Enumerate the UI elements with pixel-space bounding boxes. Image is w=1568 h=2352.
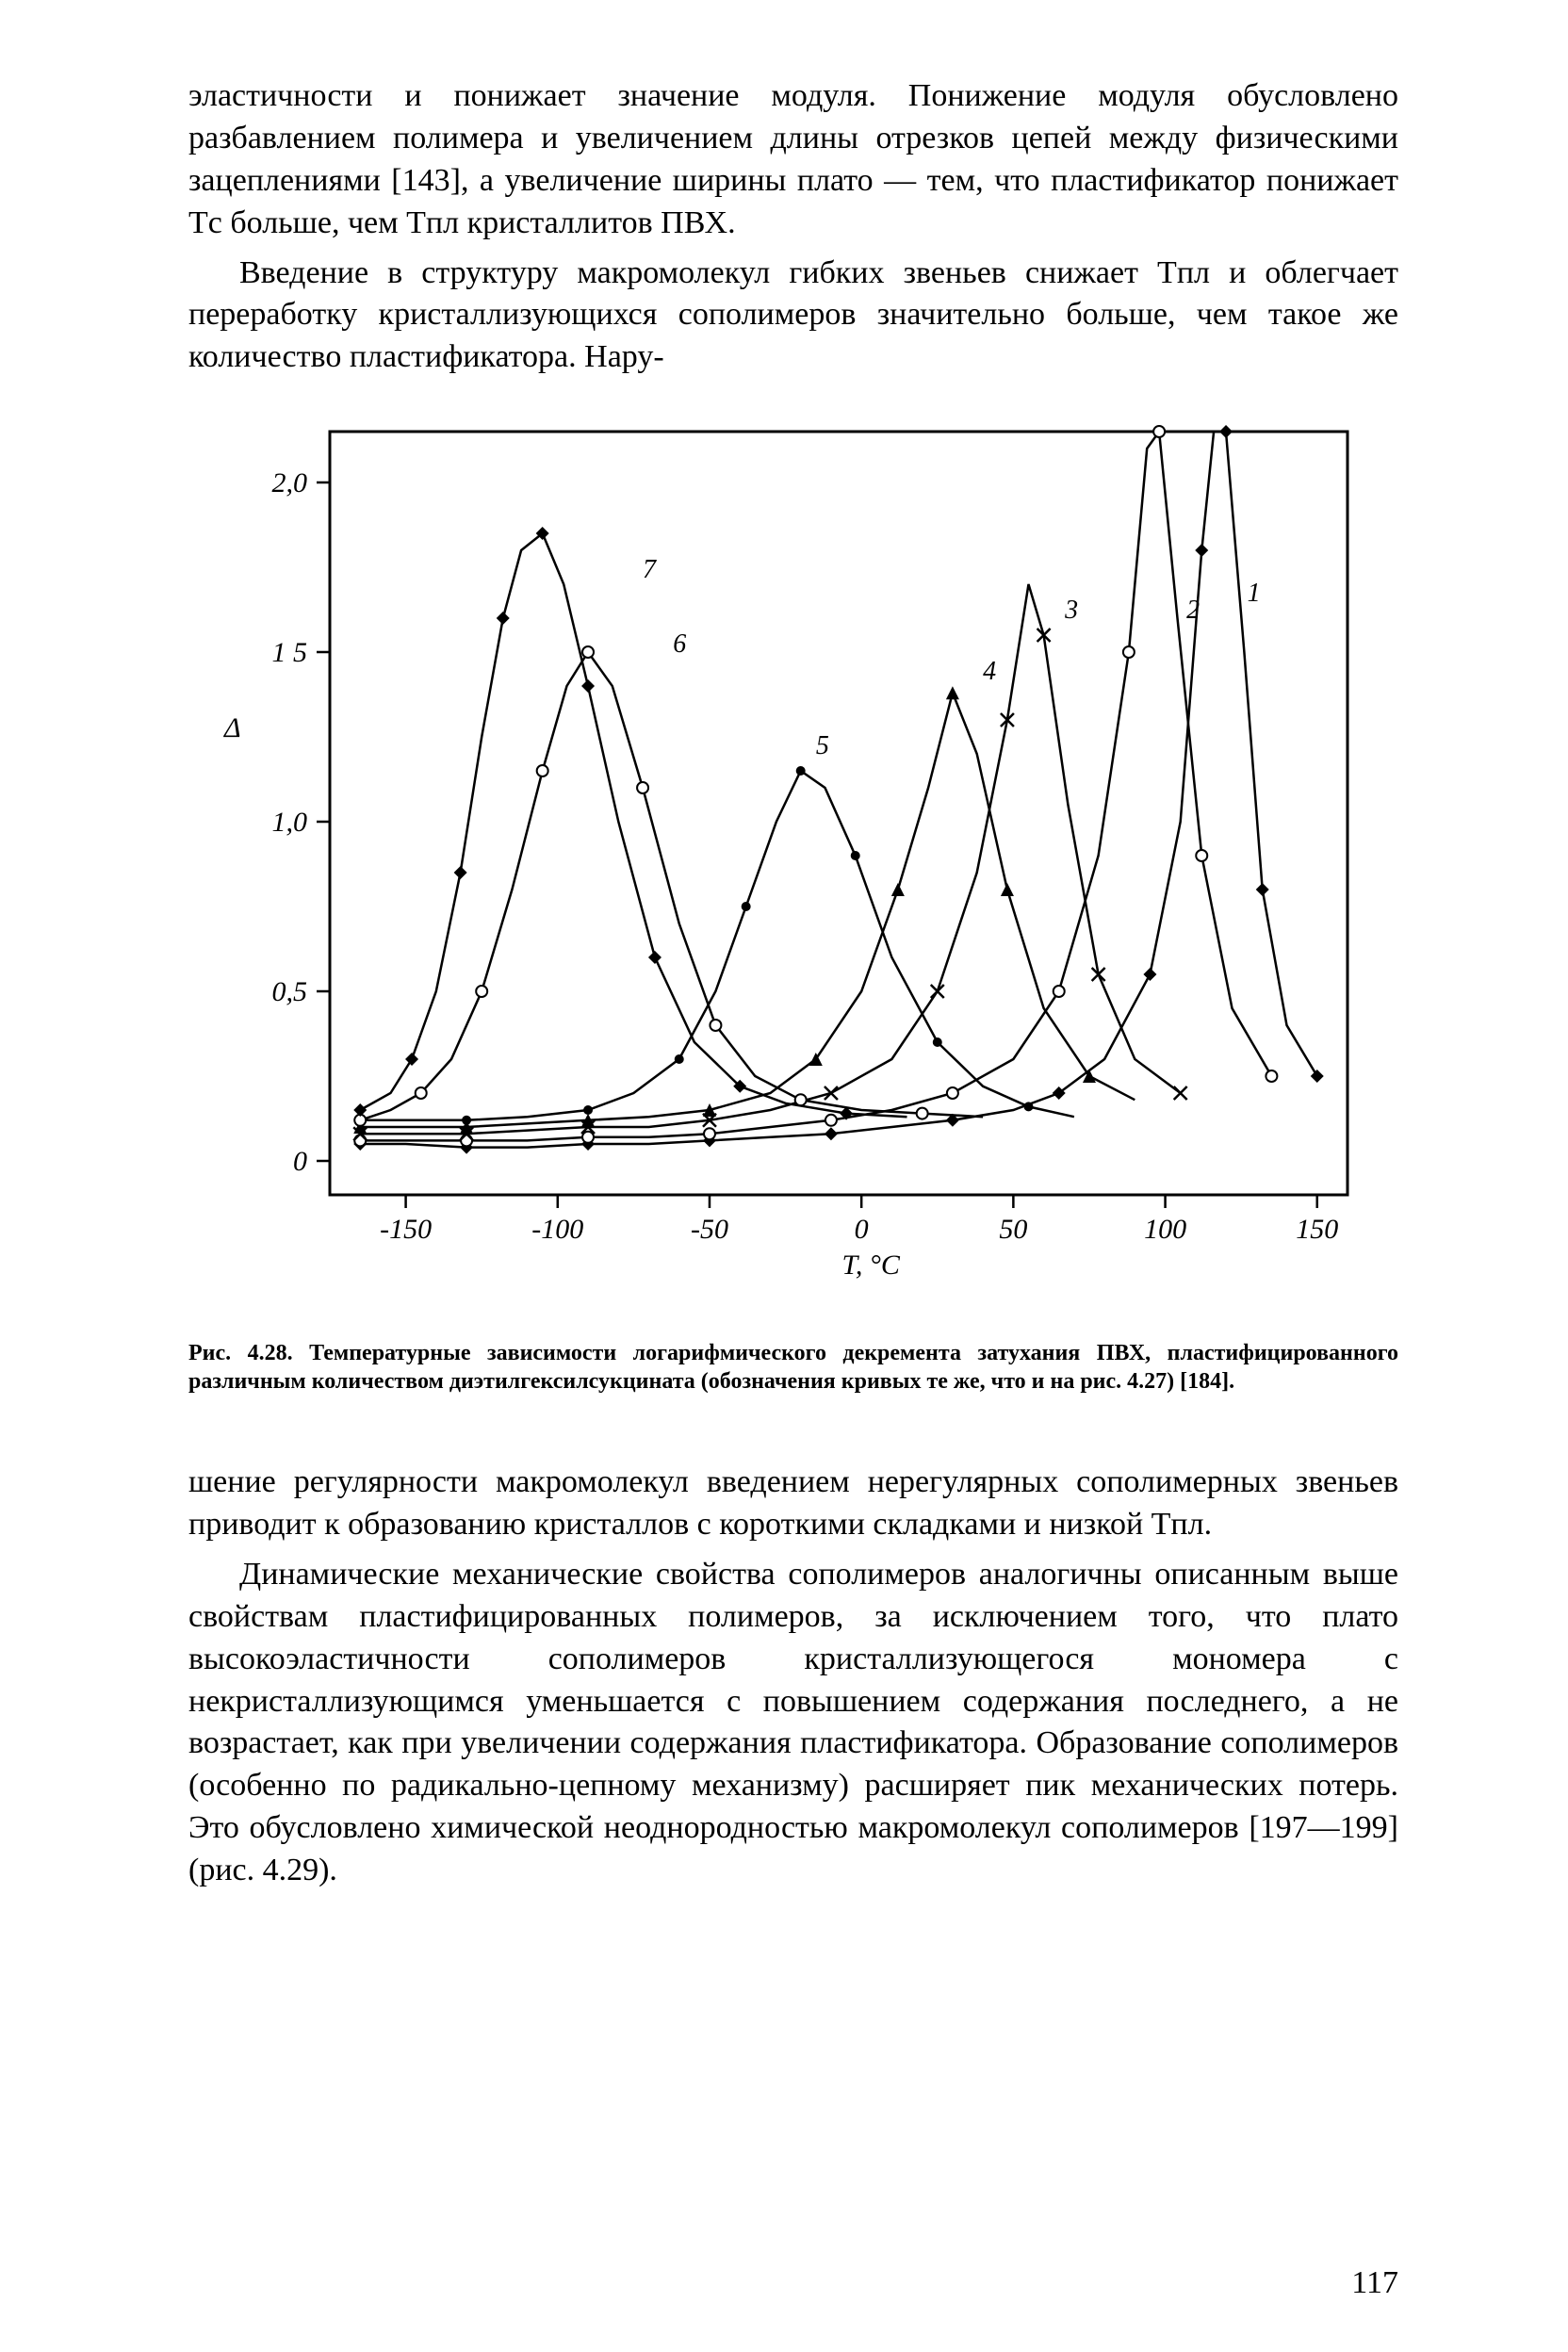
paragraph-2: Введение в структуру макромолекул гибких…	[188, 253, 1398, 380]
figure-svg: 0 0,5 1,0 1 5 2,0 Δ -150 -100 -50 0 50 100 150 T, °C 1…	[188, 413, 1385, 1317]
paragraph-1: эластичности и понижает значение модуля.…	[188, 75, 1398, 245]
svg-text:-50: -50	[691, 1214, 728, 1245]
caption-text: Рис. 4.28. Температурные зависимости лог…	[188, 1341, 1398, 1394]
svg-text:5: 5	[816, 731, 829, 760]
paragraph-4: Динамические механические свойства сопол…	[188, 1554, 1398, 1892]
paragraph-4-text: Динамические механические свойства сопол…	[188, 1557, 1398, 1887]
svg-text:0: 0	[855, 1214, 869, 1245]
svg-text:150: 150	[1296, 1214, 1338, 1245]
svg-text:7: 7	[643, 555, 657, 584]
svg-text:4: 4	[983, 657, 996, 686]
svg-text:100: 100	[1144, 1214, 1186, 1245]
page: эластичности и понижает значение модуля.…	[0, 0, 1568, 2352]
svg-text:6: 6	[673, 629, 686, 659]
figure-caption: Рис. 4.28. Температурные зависимости лог…	[188, 1339, 1398, 1396]
svg-text:T, °C: T, °C	[841, 1250, 900, 1281]
svg-text:1 5: 1 5	[272, 637, 308, 668]
svg-text:2,0: 2,0	[272, 467, 308, 498]
svg-text:1,0: 1,0	[272, 807, 308, 838]
page-number: 117	[1351, 2265, 1398, 2301]
svg-text:50: 50	[999, 1214, 1027, 1245]
svg-text:-150: -150	[380, 1214, 432, 1245]
svg-text:-100: -100	[531, 1214, 583, 1245]
paragraph-2-text: Введение в структуру макромолекул гибких…	[188, 255, 1398, 375]
paragraph-3: шение регулярности макромолекул введение…	[188, 1462, 1398, 1546]
figure-4-28: 0 0,5 1,0 1 5 2,0 Δ -150 -100 -50 0 50 100 150 T, °C 1…	[188, 413, 1398, 1396]
svg-text:2: 2	[1186, 596, 1200, 625]
svg-text:0: 0	[293, 1146, 307, 1177]
svg-text:1: 1	[1248, 579, 1261, 608]
svg-text:Δ: Δ	[223, 712, 241, 743]
svg-text:3: 3	[1064, 596, 1078, 625]
svg-text:0,5: 0,5	[272, 976, 308, 1007]
